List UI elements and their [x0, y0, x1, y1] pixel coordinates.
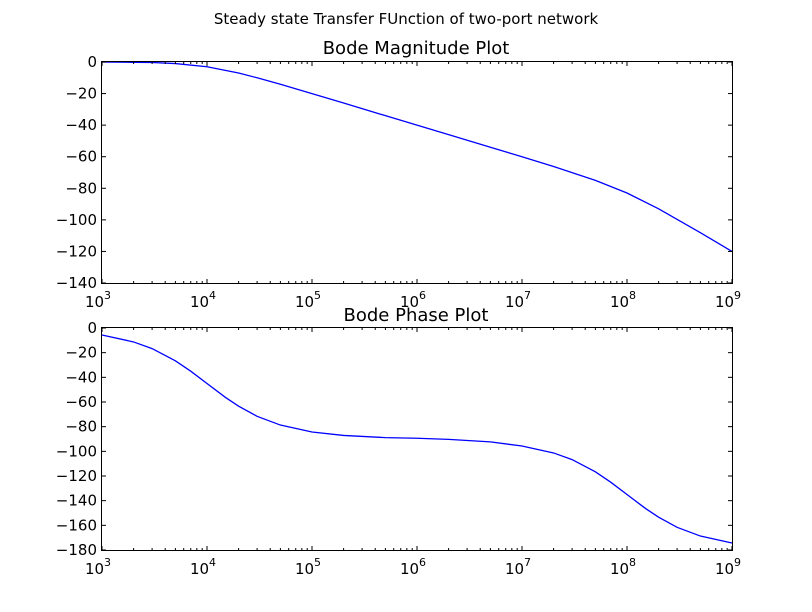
- phase-axes: 103 104 105 106 107 108 109 0 −20 −40 −60 −80 −100 −1…: [56, 305, 741, 578]
- phase-ytick-label: 0: [87, 319, 97, 337]
- magnitude-title: Bode Magnitude Plot: [323, 38, 510, 59]
- phase-xtick-label: 107: [505, 556, 531, 578]
- phase-plot-area: [101, 334, 733, 544]
- magnitude-tick-labels: 103 104 105 106 107 108 109 0 −20 −40 −60 −80 −100 −1…: [56, 53, 741, 311]
- phase-ytick-label: −100: [56, 442, 97, 460]
- magnitude-xtick-label: 107: [505, 289, 531, 311]
- phase-xtick-label: 108: [610, 556, 636, 578]
- phase-xtick-label: 105: [295, 556, 321, 578]
- phase-ytick-label: −60: [65, 393, 97, 411]
- magnitude-ytick-label: −20: [65, 85, 97, 103]
- magnitude-xtick-label: 109: [715, 289, 741, 311]
- magnitude-ytick-label: −120: [56, 242, 97, 260]
- magnitude-xtick-label: 108: [610, 289, 636, 311]
- phase-xtick-label: 104: [190, 556, 216, 578]
- phase-series-line: [101, 334, 733, 544]
- magnitude-ytick-label: −140: [56, 274, 97, 292]
- magnitude-ytick-label: −100: [56, 211, 97, 229]
- phase-ytick-label: −40: [65, 368, 97, 386]
- magnitude-series-line: [101, 61, 733, 252]
- magnitude-xtick-label: 105: [295, 289, 321, 311]
- phase-frame: [101, 327, 733, 551]
- magnitude-xtick-label: 104: [190, 289, 216, 311]
- magnitude-frame: [101, 61, 733, 284]
- phase-ytick-label: −140: [56, 492, 97, 510]
- phase-xtick-label: 103: [85, 556, 111, 578]
- magnitude-axes: Bode Magnitude Plot 103 104 105 106 107 108 10…: [56, 38, 741, 311]
- phase-ytick-label: −180: [56, 541, 97, 559]
- magnitude-ytick-label: −60: [65, 148, 97, 166]
- magnitude-ytick-label: −40: [65, 116, 97, 134]
- phase-tick-labels: 103 104 105 106 107 108 109 0 −20 −40 −60 −80 −100 −1…: [56, 319, 741, 578]
- magnitude-xtick-label: 106: [400, 289, 426, 311]
- magnitude-ticks: [101, 61, 733, 284]
- magnitude-plot-area: [101, 61, 733, 252]
- magnitude-ytick-label: −80: [65, 179, 97, 197]
- figure-suptitle: Steady state Transfer FUnction of two-po…: [214, 10, 599, 28]
- magnitude-ytick-label: 0: [87, 53, 97, 71]
- phase-ytick-label: −120: [56, 467, 97, 485]
- phase-xtick-label: 106: [400, 556, 426, 578]
- magnitude-xtick-label: 103: [85, 289, 111, 311]
- phase-title: Bode Phase Plot: [344, 305, 489, 326]
- phase-ytick-label: −80: [65, 418, 97, 436]
- phase-ticks: [101, 327, 733, 551]
- phase-xtick-label: 109: [715, 556, 741, 578]
- phase-ytick-label: −160: [56, 516, 97, 534]
- phase-ytick-label: −20: [65, 344, 97, 362]
